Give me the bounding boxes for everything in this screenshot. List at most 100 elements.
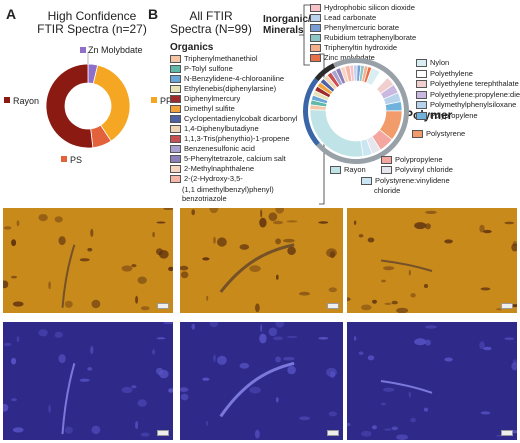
polymer-legend-label: Polyethylene (430, 68, 473, 78)
inorganic-legend-item: Rubidium tetraphenylborate (310, 33, 416, 43)
organics-legend-label: Cyclopentadienylcobalt dicarbonyl (184, 114, 298, 123)
polymer-legend-label: Polyethylene terephthalate (430, 79, 519, 88)
organics-legend: Triphenylmethanethiol P-Tolyl sulfone N-Be… (170, 54, 320, 184)
polystyrene-label: Polystyrene (426, 129, 466, 138)
organics-legend-swatch (170, 55, 181, 64)
organics-legend-item: 1,1,3-Tris(phenythio)-1-propene (170, 134, 290, 144)
rayon-b-label: Rayon (344, 165, 366, 174)
inorganic-legend-swatch (310, 14, 321, 23)
inorganic-heading-line1: Inorganic/ (263, 14, 311, 25)
organics-legend-label: 5-Phenyltetrazole, calcium salt (184, 154, 286, 163)
donut-b-ring-polymer (316, 58, 409, 164)
organics-legend-label: Ethylenebis(diphenylarsine) (184, 84, 277, 93)
fluorescence-micrograph (180, 322, 343, 440)
polystyrene-swatch (412, 130, 423, 139)
organics-legend-swatch (170, 165, 181, 174)
organics-legend-swatch (170, 155, 181, 164)
inorganic-legend-item: Phenylmercuric borate (310, 23, 399, 33)
fluorescence-micrograph (3, 322, 173, 440)
organics-legend-label: 2-Methylnaphthalene (184, 164, 255, 173)
donut-b-segment (309, 109, 364, 158)
panel-b-letter: B (148, 6, 159, 22)
organics-legend-swatch (170, 85, 181, 94)
organics-legend-item: Triphenylmethanethiol (170, 54, 258, 64)
polymer-legend-swatch (416, 101, 427, 110)
organics-legend-label: 1,4-Diphenylbutadiyne (184, 124, 259, 133)
rayon-b-swatch (330, 166, 341, 175)
inorganic-legend-label: Phenylmercuric borate (324, 23, 400, 32)
panel-a-title-line1: High Confidence (47, 9, 137, 23)
polymer-legend-item: Polyethylene (416, 69, 473, 79)
organics-continuation-line1: (1,1 dimethylbenzyl)phenyl) (182, 185, 274, 194)
donut-b-ring-inorganic-minerals (314, 63, 336, 81)
panel-a-donut-slices (45, 63, 131, 149)
donut-a-slice-pp (92, 64, 131, 142)
polymer-legend-item: Polyethylene terephthalate (416, 79, 519, 89)
polymer-legend-swatch (416, 90, 427, 99)
panel-a-letter: A (6, 6, 17, 22)
polypropylene-b-label: Polypropylene (395, 155, 443, 164)
polymer-bottom-continuation: chloride (374, 186, 401, 195)
inorganic-legend-item: Triphenyltin hydroxide (310, 43, 397, 53)
legend-polypropylene-b: Polypropylene (381, 155, 443, 165)
organics-legend-item: 5-Phenyltetrazole, calcium salt (170, 154, 286, 164)
rayon-marker (4, 97, 10, 103)
organics-legend-item: Cyclopentadienylcobalt dicarbonyl (170, 114, 297, 124)
organics-legend-swatch (170, 125, 181, 134)
polypropylene-b-swatch (381, 156, 392, 165)
organics-continuation: (1,1 dimethylbenzyl)phenyl) benzotriazol… (182, 185, 274, 203)
label-rayon: Rayon (13, 96, 40, 106)
organics-legend-swatch (170, 95, 181, 104)
organics-legend-swatch (170, 145, 181, 154)
panel-b-title-line2: Spectra (N=99) (170, 22, 252, 36)
donut-b-ring-organics (303, 77, 320, 146)
donut-b-segment (363, 66, 373, 84)
organics-legend-item: 2-Methylnaphthalene (170, 164, 254, 174)
inorganic-legend-swatch (310, 44, 321, 53)
organics-legend-item: Benzenesulfonic acid (170, 144, 255, 154)
label-pp: PP (160, 96, 173, 106)
scale-bar (327, 303, 339, 309)
polymer-legend-label: Polymethylphenylsiloxane (430, 100, 517, 109)
organics-legend-label: P-Tolyl sulfone (184, 64, 233, 73)
panel-a-title-line2: FTIR Spectra (n=27) (37, 22, 147, 36)
psvc-swatch (361, 177, 372, 186)
scale-bar (501, 303, 513, 309)
organics-legend-item: 1,4-Diphenylbutadiyne (170, 124, 259, 134)
inorganic-legend-label: Zinc molybdate (324, 53, 375, 62)
legend-rayon-b: Rayon (330, 165, 366, 175)
organics-legend-swatch (170, 115, 181, 124)
brightfield-micrograph (3, 208, 173, 313)
brightfield-micrograph (180, 208, 343, 313)
organics-legend-item: Ethylenebis(diphenylarsine) (170, 84, 276, 94)
zn-marker (80, 47, 86, 53)
organics-legend-item: N-Benzylidene-4-chloroaniline (170, 74, 284, 84)
inorganic-legend-swatch (310, 54, 321, 63)
inorganic-legend-item: Zinc molybdate (310, 53, 375, 63)
scale-bar (327, 430, 339, 436)
scale-bar (157, 430, 169, 436)
legend-pvc: Polyvinyl chloride (381, 165, 453, 175)
polymer-legend-item: Polyethylene:propylene:diene (416, 90, 520, 100)
polymer-legend-swatch (416, 80, 427, 89)
legend-polystyrene-vinylidene: Polystyrene:vinylidene (361, 176, 450, 186)
inorganic-legend: Hydrophobic silicon dioxide Lead carbonat… (310, 3, 450, 63)
ps-marker (61, 156, 67, 162)
organics-legend-swatch (170, 75, 181, 84)
polymer-right-legend: Nylon Polyethylene Polyethylene terephthal… (416, 58, 520, 124)
inorganic-heading: Inorganic/ Minerals (263, 14, 311, 36)
organics-legend-label: Benzenesulfonic acid (184, 144, 255, 153)
organics-legend-label: Triphenylmethanethiol (184, 54, 258, 63)
polymer-legend-item: Polymethylphenylsiloxane (416, 100, 516, 110)
polymer-legend-label: Nylon (430, 58, 450, 67)
psvc-label: Polystyrene:vinylidene (375, 176, 450, 185)
inorganic-legend-label: Rubidium tetraphenylborate (324, 33, 417, 42)
inorganic-legend-swatch (310, 4, 321, 13)
polymer-legend-swatch (416, 69, 427, 78)
polymer-legend-swatch (416, 59, 427, 68)
pp-marker (151, 97, 157, 103)
legend-polystyrene: Polystyrene (412, 129, 465, 139)
organics-legend-swatch (170, 105, 181, 114)
polymer-legend-item: Nylon (416, 58, 449, 68)
fluorescence-micrograph (347, 322, 517, 440)
